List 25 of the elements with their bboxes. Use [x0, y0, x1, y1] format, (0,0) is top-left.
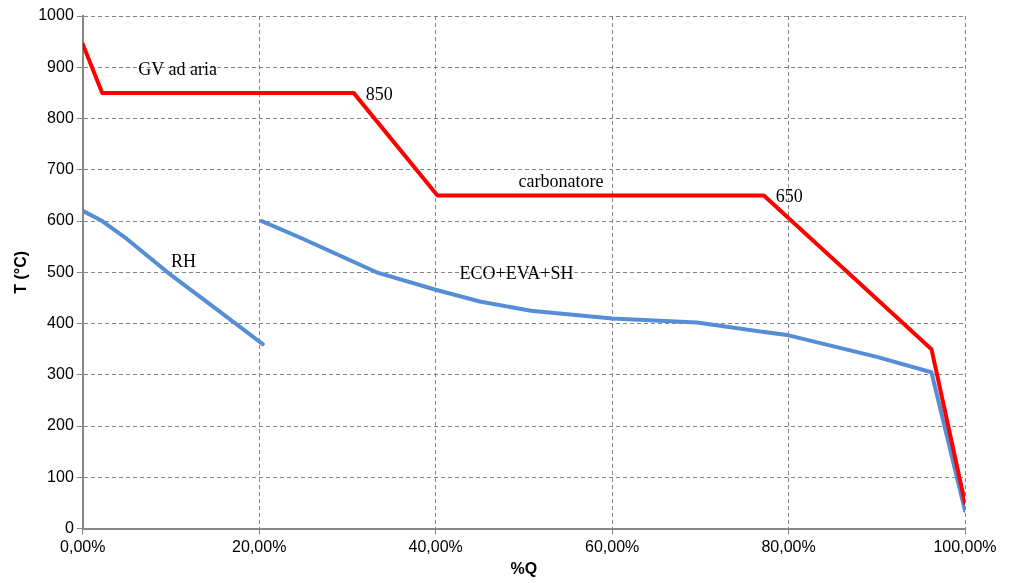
annotation: ECO+EVA+SH [459, 262, 574, 283]
y-tick-label: 500 [47, 262, 74, 280]
y-tick-label: 0 [64, 519, 74, 537]
x-tick-label: 60,00% [584, 537, 640, 555]
y-tick-label: 1000 [38, 6, 74, 24]
y-tick-label: 400 [47, 313, 74, 331]
annotation: GV ad aria [138, 59, 218, 80]
y-tick-label: 200 [47, 416, 74, 434]
y-tick-label: 100 [47, 467, 74, 485]
x-axis-title: %Q [510, 559, 538, 577]
y-tick-label: 300 [47, 365, 74, 383]
annotation: RH [171, 250, 197, 271]
x-tick-label: 100,00% [933, 537, 997, 555]
y-axis-title: T (°C) [12, 250, 30, 294]
x-tick-label: 40,00% [408, 537, 463, 555]
y-tick-label: 900 [47, 57, 74, 75]
x-tick-label: 0,00% [60, 537, 106, 555]
y-tick-label: 600 [47, 211, 74, 229]
x-tick-label: 80,00% [761, 537, 816, 555]
annotation: 850 [365, 83, 393, 104]
x-tick-label: 20,00% [232, 537, 287, 555]
annotation: carbonatore [518, 171, 604, 192]
y-tick-label: 700 [47, 160, 74, 178]
annotation: 650 [775, 186, 803, 207]
y-tick-label: 800 [47, 108, 74, 126]
